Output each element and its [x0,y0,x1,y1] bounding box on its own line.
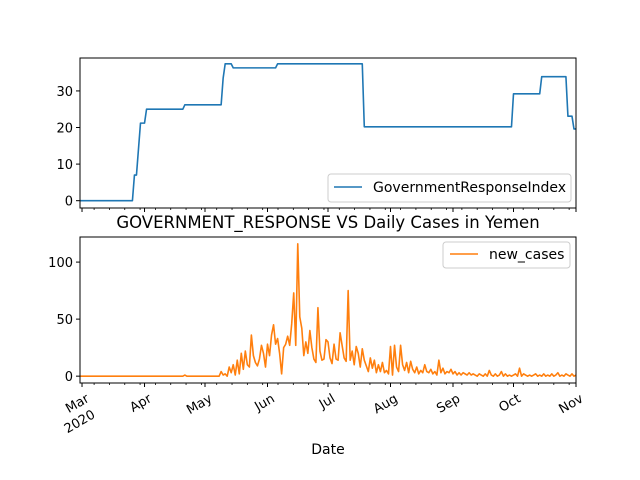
top-y-tick-label: 30 [56,85,73,100]
top-y-tick-label: 0 [65,195,73,210]
top-y-tick-label: 10 [56,158,73,173]
chart-title: GOVERNMENT_RESPONSE VS Daily Cases in Ye… [116,213,539,233]
top-legend: GovernmentResponseIndex [327,173,572,203]
bottom-y-tick-label: 50 [56,313,73,328]
top-legend-label: GovernmentResponseIndex [373,180,566,196]
bottom-legend-box [442,241,571,269]
top-y-tick-label: 20 [56,122,73,137]
x-axis-label: Date [311,442,344,458]
bottom-y-ticks: 0 50 100 [48,256,80,385]
bottom-legend-label: new_cases [489,247,564,263]
bottom-axes-frame [79,236,577,384]
top-legend-box [327,173,572,203]
top-y-ticks: 0 10 20 30 [56,85,80,210]
top-series-group [80,63,576,202]
top-series-line-GovernmentResponseIndex [80,63,576,202]
x-tick-label: Jul [316,391,338,412]
bottom-series-line-new_cases [80,243,577,377]
bottom-series-group [80,243,577,377]
bottom-y-tick-label: 100 [48,256,73,271]
bottom-legend: new_cases [442,241,571,269]
bottom-y-tick-label: 0 [65,370,73,385]
top-axes-frame [79,57,577,209]
top-chart-panel: 0 10 20 30 GovernmentResponseIndex [56,57,577,212]
